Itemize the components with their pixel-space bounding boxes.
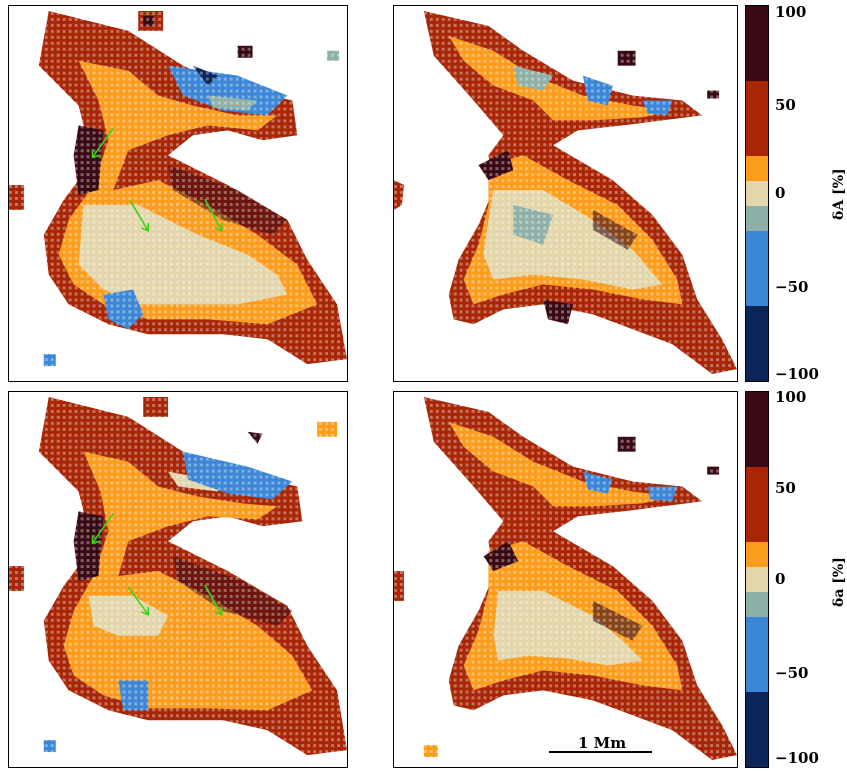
map-bottom-left <box>9 392 347 767</box>
colorbar-segment <box>746 567 768 592</box>
colorbar-bottom-tick: 50 <box>775 479 796 497</box>
colorbar-segment <box>746 592 768 617</box>
colorbar-bottom-tick: −100 <box>775 749 819 767</box>
colorbar-top-tick: 50 <box>775 96 796 114</box>
arrows-top-left <box>91 127 223 233</box>
colorbar-bottom-tick: −50 <box>775 664 809 682</box>
scale-bar-label: 1 Mm <box>578 734 627 752</box>
panel-top-right <box>393 5 738 382</box>
map-bottom-right <box>394 392 737 767</box>
colorbar-top-tick: −100 <box>775 365 819 383</box>
panel-top-left <box>8 5 348 382</box>
panel-bottom-right <box>393 391 738 768</box>
colorbar-top-label: δA [%] <box>831 168 847 220</box>
map-top-left <box>9 6 347 381</box>
colorbar-top-tick: 100 <box>775 3 807 21</box>
colorbar-bottom-tick: 0 <box>775 570 786 588</box>
colorbar-segment <box>746 467 768 542</box>
map-top-right <box>394 6 737 381</box>
colorbar-segment <box>746 306 768 381</box>
colorbar-segment <box>746 392 768 467</box>
scale-bar <box>549 751 652 753</box>
colorbar-segment <box>746 542 768 567</box>
colorbar-segment <box>746 6 768 81</box>
colorbar-top <box>745 5 769 382</box>
colorbar-top-tick: −50 <box>775 278 809 296</box>
panel-bottom-left <box>8 391 348 768</box>
colorbar-segment <box>746 692 768 767</box>
colorbar-segment <box>746 81 768 156</box>
colorbar-segment <box>746 156 768 181</box>
colorbar-segment <box>746 231 768 306</box>
colorbar-segment <box>746 206 768 231</box>
colorbar-bottom <box>745 391 769 768</box>
colorbar-bottom-label: δa [%] <box>831 557 847 607</box>
colorbar-segment <box>746 181 768 206</box>
colorbar-bottom-tick: 100 <box>775 388 807 406</box>
arrows-bottom-left <box>91 512 223 617</box>
colorbar-segment <box>746 617 768 692</box>
colorbar-top-tick: 0 <box>775 184 786 202</box>
